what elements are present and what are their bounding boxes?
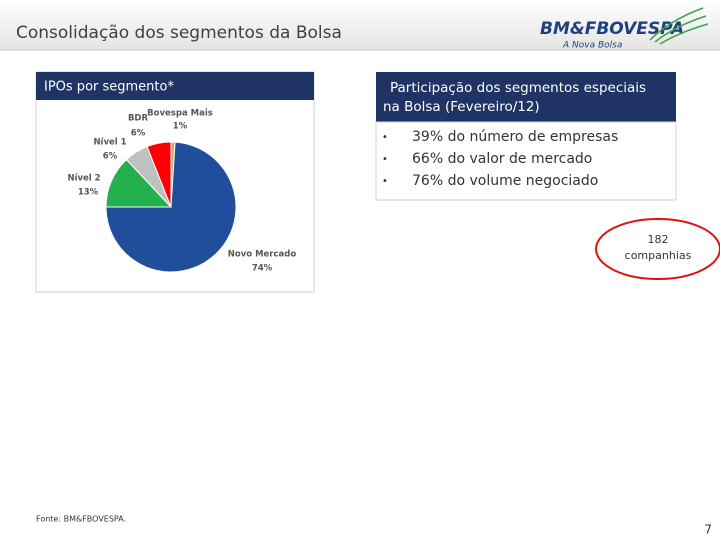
slice-label: BDR	[128, 114, 149, 124]
slice-label: Nível 1	[93, 138, 126, 148]
logo: BM&FBOVESPA	[540, 19, 684, 39]
slice-label: Novo Mercado	[228, 250, 297, 260]
slice-value: 1%	[173, 122, 188, 132]
logo-tagline: A Nova Bolsa	[562, 41, 622, 51]
pie: Bovespa Mais 1% Novo Mercado 74% Nível 2 13% N…	[67, 109, 296, 274]
pie-slice	[146, 141, 172, 208]
bullet-dot: •	[382, 176, 388, 187]
bullet: 39% do número de empresas	[412, 129, 618, 145]
bullet-dot: •	[382, 132, 388, 143]
slice-label: Nível 2	[67, 174, 100, 184]
callout-ring	[595, 218, 720, 280]
callout-label: companhias	[625, 249, 692, 262]
header-band	[0, 0, 720, 50]
bullet: 66% do valor de mercado	[412, 151, 592, 167]
source: Fonte: BM&FBOVESPA.	[36, 515, 126, 524]
bullet: 76% do volume negociado	[412, 173, 598, 189]
slice-value: 6%	[103, 152, 118, 162]
slice-value: 74%	[252, 264, 273, 274]
info-body	[375, 121, 677, 201]
slice-value: 13%	[78, 188, 99, 198]
chart-title: IPOs por segmento*	[44, 80, 174, 95]
chart-panel-header	[36, 72, 314, 100]
logo-swoosh	[649, 7, 709, 45]
callout-number: 182	[648, 233, 669, 246]
info-header	[376, 72, 676, 122]
slice-label: Bovespa Mais	[147, 109, 213, 119]
bullet-dot: •	[382, 154, 388, 165]
info-title: Participação dos segmentos especiais	[390, 80, 646, 96]
slide-title: Consolidação dos segmentos da Bolsa	[16, 23, 342, 43]
info-title: na Bolsa (Fevereiro/12)	[383, 99, 540, 115]
slice-value: 6%	[131, 129, 146, 139]
page-number: 7	[704, 523, 712, 537]
